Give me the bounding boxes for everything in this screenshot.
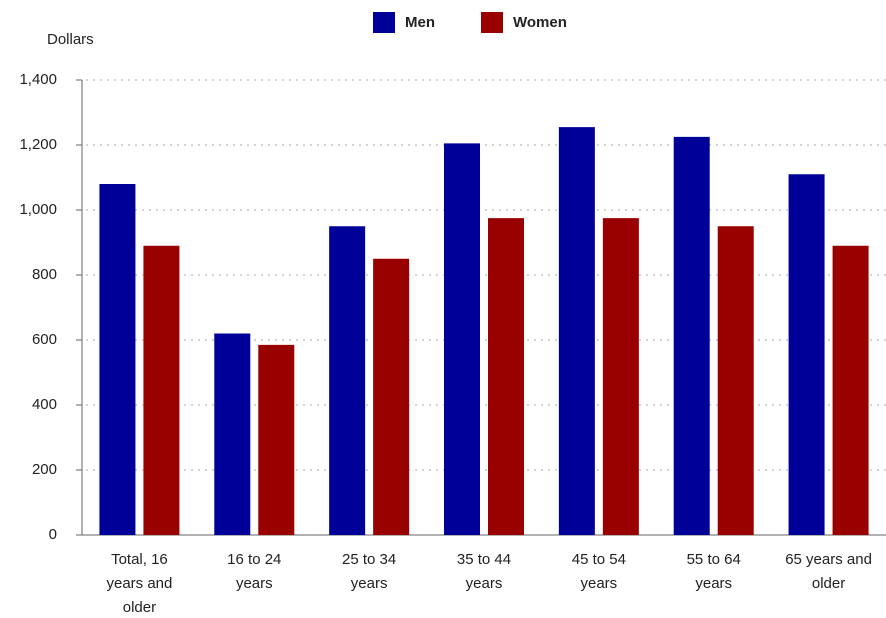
bar bbox=[673, 136, 710, 535]
bar bbox=[832, 245, 869, 535]
y-tick-label: 1,200 bbox=[19, 136, 57, 153]
y-tick-label: 0 bbox=[49, 526, 57, 543]
bar bbox=[717, 226, 754, 535]
y-axis-label: Dollars bbox=[47, 31, 94, 48]
bar bbox=[99, 184, 136, 535]
legend-swatch bbox=[373, 12, 395, 33]
bar bbox=[143, 245, 180, 535]
bar bbox=[558, 127, 595, 535]
y-tick-label: 600 bbox=[32, 331, 57, 348]
x-tick-label: 25 to 34 years bbox=[342, 551, 397, 592]
x-tick-label: 16 to 24 years bbox=[227, 551, 282, 592]
y-tick-label: 1,400 bbox=[19, 71, 57, 88]
x-tick-label: 35 to 44 years bbox=[456, 551, 512, 592]
bar bbox=[258, 344, 295, 535]
bar bbox=[373, 258, 410, 535]
legend-label: Men bbox=[405, 14, 435, 31]
y-tick-label: 200 bbox=[32, 461, 57, 478]
x-tick-label: Total, 16 years and older bbox=[106, 551, 173, 616]
bar bbox=[602, 218, 639, 535]
x-tick-label: 55 to 64 years bbox=[686, 551, 741, 592]
y-tick-label: 1,000 bbox=[19, 201, 57, 218]
legend-label: Women bbox=[513, 14, 567, 31]
y-tick-label: 400 bbox=[32, 396, 57, 413]
bar bbox=[444, 143, 480, 535]
bar bbox=[214, 333, 251, 535]
bar bbox=[488, 218, 524, 535]
bar bbox=[788, 174, 825, 535]
legend-swatch bbox=[481, 12, 503, 33]
bar bbox=[329, 226, 366, 535]
x-tick-label: 45 to 54 years bbox=[571, 551, 626, 592]
y-tick-label: 800 bbox=[32, 266, 57, 283]
x-tick-label: 65 years and older bbox=[785, 551, 872, 592]
